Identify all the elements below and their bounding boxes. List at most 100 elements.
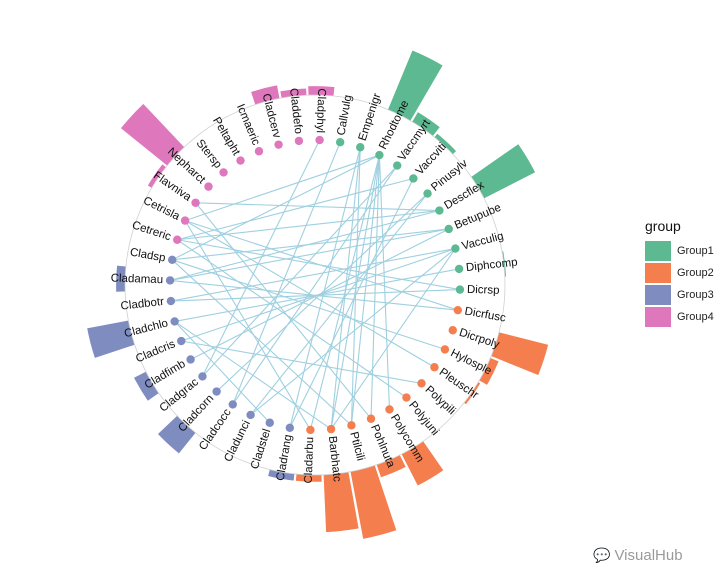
legend-label-group1: Group1 — [677, 245, 714, 257]
node-cladbotr — [166, 296, 176, 306]
edge-betupube-cladamau — [169, 228, 449, 281]
node-cladcorn — [212, 387, 221, 396]
node-peltapht — [236, 156, 245, 165]
node-label-cladarbu: Cladarbu — [303, 437, 316, 484]
node-flavniva — [191, 198, 200, 207]
node-claddefo — [294, 136, 304, 146]
legend-swatch-group4 — [645, 307, 671, 327]
edge-callvulg-cladcocc — [232, 141, 341, 405]
legend-label-group2: Group2 — [677, 267, 714, 279]
edge-empenigr-barbhatc — [330, 147, 361, 430]
node-label-dicrsp: Dicrsp — [467, 284, 500, 297]
edge-empenigr-ptilcili — [350, 147, 361, 426]
edge-rhodtome-ptilcili — [350, 155, 380, 426]
legend-item-group2: Group2 — [645, 262, 714, 284]
node-icmaeric — [254, 147, 264, 156]
legend-item-group3: Group3 — [645, 284, 714, 306]
node-cladcris — [177, 336, 186, 346]
node-pinusylv — [423, 189, 432, 198]
node-vaccviti — [409, 174, 418, 183]
legend-item-group1: Group1 — [645, 240, 714, 262]
node-label-diphcomp: Diphcomp — [465, 256, 518, 274]
edge-barbhatc-cladchlo — [174, 320, 332, 430]
edge-descflex-cetreric — [177, 209, 440, 241]
edge-vaccviti-cladrang — [289, 178, 414, 429]
nodes — [165, 135, 465, 435]
node-dicrpoly — [448, 326, 457, 335]
legend-title: group — [645, 218, 681, 234]
edge-cladgrac-cladphyl — [201, 139, 321, 377]
node-vaccmyrt — [393, 161, 402, 170]
node-polycomm — [385, 405, 394, 414]
edge-betupube-cladsp — [172, 228, 449, 261]
edge-descflex-flavniva — [195, 202, 440, 212]
node-ptilcili — [347, 421, 356, 430]
node-rhodtome — [375, 150, 384, 160]
node-cladphyl — [315, 135, 324, 145]
node-label-cladphyl: Cladphyl — [314, 88, 327, 133]
node-label-cladamau: Cladamau — [110, 273, 163, 287]
edge-polyjuni-cetreric — [176, 239, 407, 398]
legend-item-group4: Group4 — [645, 306, 714, 328]
node-polypili — [417, 379, 426, 388]
node-cladgrac — [198, 372, 207, 381]
edge-cladstel-cladchlo — [174, 321, 271, 424]
edge-vacculig-cladbotr — [170, 248, 456, 302]
legend-swatch-group2 — [645, 263, 671, 283]
edge-dicrfusc-cetrisla — [184, 220, 458, 311]
edges — [169, 139, 461, 431]
node-cladrang — [285, 423, 295, 432]
node-cetreric — [173, 235, 182, 244]
edge-polypili-cladcris — [181, 340, 422, 384]
edge-vaccviti-cetreric — [177, 177, 414, 241]
node-empenigr — [356, 143, 365, 152]
watermark: 💬 VisualHub — [593, 547, 683, 564]
legend-swatch-group3 — [645, 285, 671, 305]
node-pleuschr — [430, 363, 439, 372]
node-label-claddefo: Claddefo — [287, 88, 304, 135]
node-cladchlo — [170, 317, 179, 326]
node-vacculig — [451, 244, 460, 253]
node-cladcocc — [228, 400, 237, 409]
edge-rhodtome-cladsp — [171, 154, 380, 261]
node-cladarbu — [306, 425, 315, 435]
legend-swatch-group1 — [645, 241, 671, 261]
node-cladcerv — [274, 140, 283, 149]
node-dicrfusc — [453, 305, 462, 315]
node-dicrsp — [455, 285, 465, 294]
node-cladsp — [168, 255, 177, 265]
edge-pleuschr-cetrisla — [184, 220, 435, 368]
edge-pohlnuta-flavniva — [195, 202, 372, 420]
node-pohlnuta — [366, 414, 376, 423]
node-cladamau — [165, 276, 175, 285]
edge-rhodtome-cetrisla — [184, 154, 380, 222]
edge-empenigr-cladrang — [289, 147, 361, 428]
edge-vaccmyrt-cladcocc — [232, 165, 398, 405]
node-cladstel — [265, 418, 274, 427]
wechat-icon: 💬 — [593, 547, 611, 563]
legend-label-group4: Group4 — [677, 311, 714, 323]
edge-vaccmyrt-cladgrac — [202, 165, 398, 377]
node-descflex — [435, 206, 444, 215]
node-betupube — [444, 224, 453, 234]
edge-dicrfusc-cladamau — [170, 279, 458, 311]
watermark-text: VisualHub — [614, 547, 683, 564]
edge-ptilcili-cladsp — [171, 259, 352, 426]
node-nepharct — [204, 182, 213, 191]
legend: group Group1 Group2 Group3 Group4 — [645, 218, 714, 328]
node-barbhatc — [326, 424, 336, 434]
legend-label-group3: Group3 — [677, 289, 714, 301]
node-callvulg — [335, 138, 345, 147]
edge-cladarbu-cetrisla — [184, 220, 311, 431]
edge-vacculig-barbhatc — [330, 248, 456, 430]
node-label-cladbotr: Cladbotr — [120, 296, 165, 313]
node-polyjuni — [402, 393, 411, 402]
node-label-barbhatc: Barbhatc — [326, 435, 343, 482]
node-cladunci — [246, 410, 255, 420]
node-hylosple — [440, 345, 450, 354]
edge-pinusylv-cladunci — [250, 193, 428, 416]
node-stersp — [219, 168, 228, 177]
node-cladfimb — [186, 355, 195, 364]
node-diphcomp — [454, 264, 464, 274]
